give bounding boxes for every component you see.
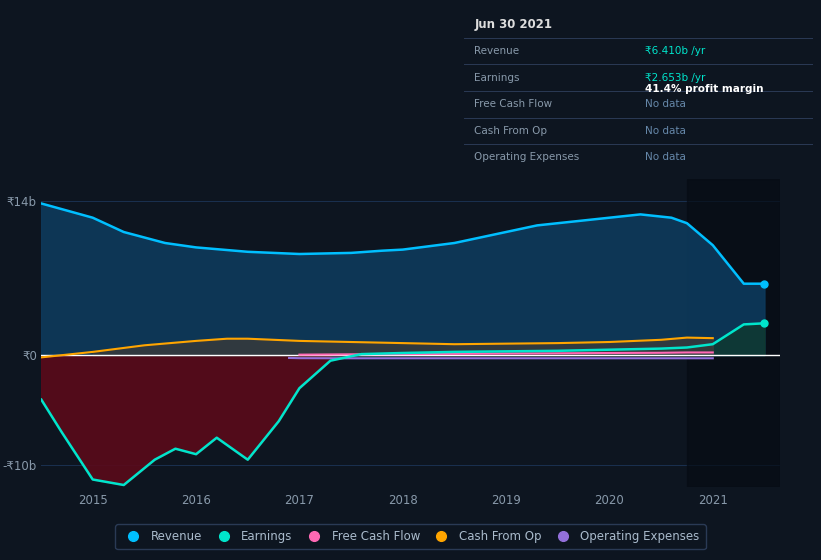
Text: Cash From Op: Cash From Op (475, 126, 548, 136)
Text: Free Cash Flow: Free Cash Flow (475, 99, 553, 109)
Text: No data: No data (645, 152, 686, 162)
Text: Operating Expenses: Operating Expenses (475, 152, 580, 162)
Text: No data: No data (645, 99, 686, 109)
Text: 41.4% profit margin: 41.4% profit margin (645, 84, 764, 94)
Text: ₹2.653b /yr: ₹2.653b /yr (645, 73, 706, 83)
Text: Earnings: Earnings (475, 73, 520, 83)
Text: Jun 30 2021: Jun 30 2021 (475, 18, 553, 31)
Bar (687, 179, 780, 487)
Text: ₹6.410b /yr: ₹6.410b /yr (645, 46, 705, 56)
Text: Revenue: Revenue (475, 46, 520, 56)
Text: No data: No data (645, 126, 686, 136)
Legend: Revenue, Earnings, Free Cash Flow, Cash From Op, Operating Expenses: Revenue, Earnings, Free Cash Flow, Cash … (116, 524, 705, 549)
